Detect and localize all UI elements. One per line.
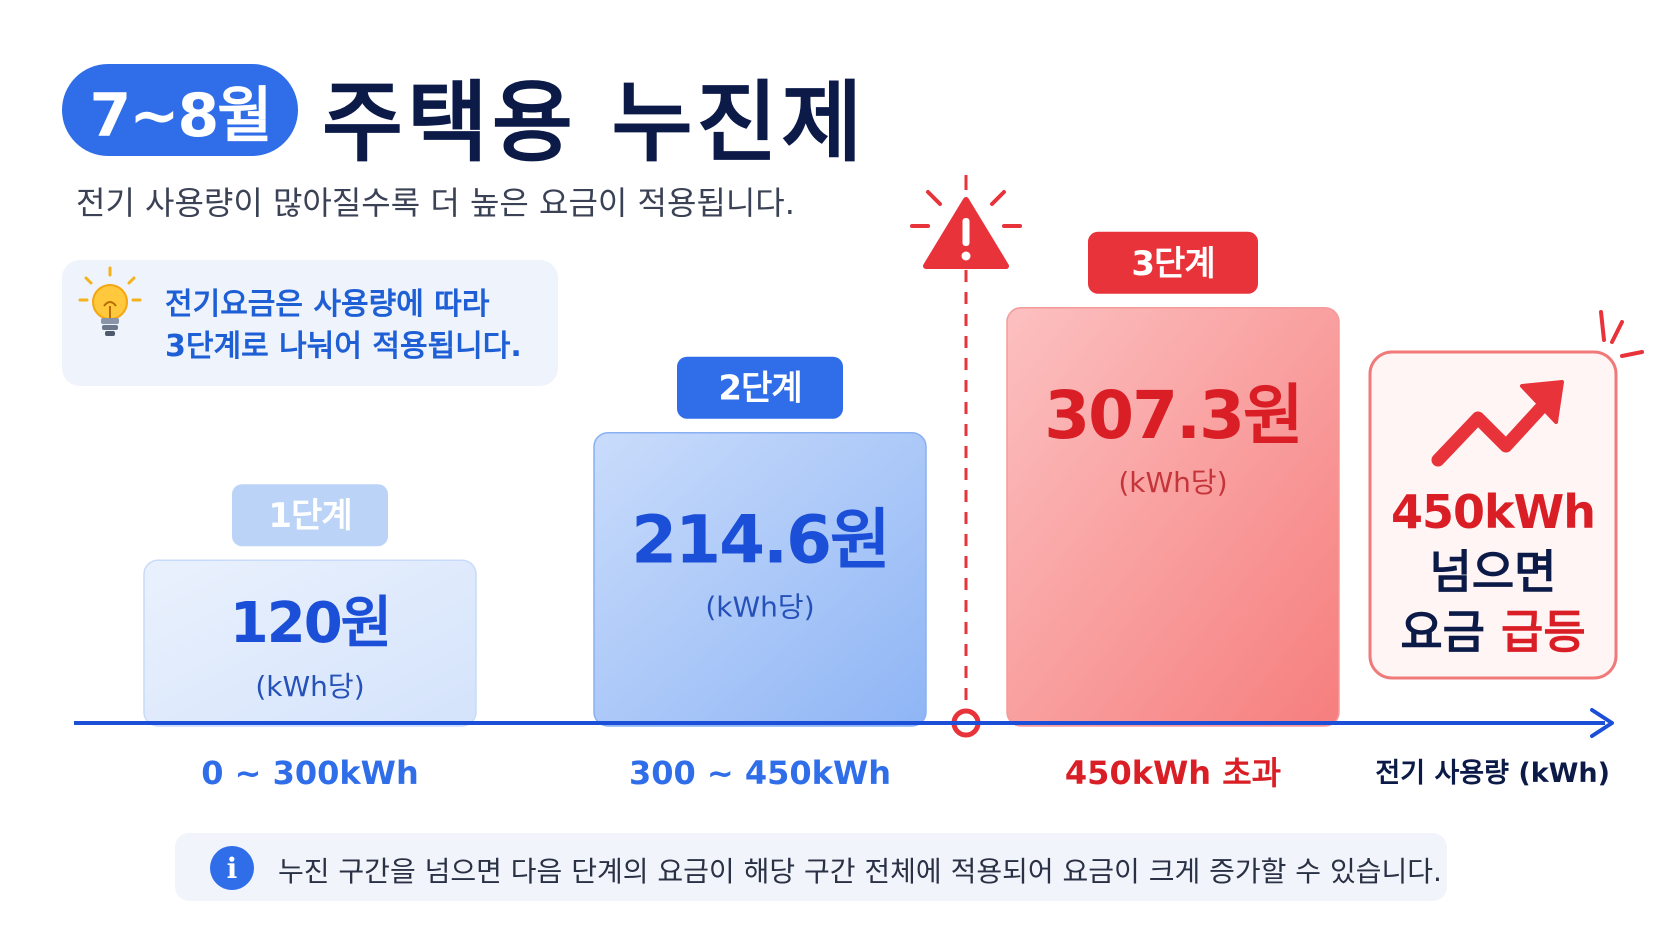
x-tick-label-1: 0 ~ 300kWh — [201, 754, 419, 792]
callout-ray-2 — [1610, 320, 1624, 344]
page-subtitle: 전기 사용량이 많아질수록 더 높은 요금이 적용됩니다. — [76, 184, 795, 222]
bars-layer: 1단계 120원 (kWh당) 2단계 214.6원 (kWh당) 3단계 307.3원 (kW… — [143, 231, 1340, 727]
axis-layer: 0 ~ 300kWh 300 ~ 450kWh 450kWh 초과 전기 사용량 (k… — [74, 708, 1614, 792]
trend-up-icon — [1431, 391, 1557, 467]
callout-line-3-prefix: 요금 — [1400, 605, 1501, 659]
tip-text: 전기요금은 사용량에 따라 3단계로 나눠어 적용됩니다. — [165, 284, 522, 368]
period-label: 7~8월 — [89, 80, 273, 151]
tier-badge-1 — [232, 484, 388, 547]
callout-line-3: 요금 급등 — [1400, 605, 1585, 659]
tier-badge-3 — [1088, 231, 1258, 294]
threshold-layer — [910, 175, 1022, 738]
tier-label-3: 3단계 — [1131, 244, 1214, 284]
x-tick-label-3: 450kWh 초과 — [1065, 754, 1281, 792]
tip-line-1: 전기요금은 사용량에 따라 — [165, 287, 490, 322]
callout-ray-3 — [1620, 350, 1644, 358]
tier-label-1: 1단계 — [268, 496, 351, 536]
trend-up-arrowhead — [1520, 380, 1564, 424]
bar-tier-1 — [143, 559, 477, 727]
x-axis-arrow — [1590, 708, 1614, 738]
note-box — [175, 833, 1447, 901]
callout-line-3-highlight: 급등 — [1501, 605, 1586, 659]
tier-label-2: 2단계 — [718, 369, 801, 409]
x-tick-label-2: 300 ~ 450kWh — [629, 754, 891, 792]
unit-label-1: (kWh당) — [255, 670, 364, 703]
tip-box — [62, 260, 558, 386]
lightbulb-icon — [78, 266, 142, 336]
unit-label-2: (kWh당) — [705, 591, 814, 624]
callout-line-2: 넘으면 — [1430, 545, 1557, 599]
info-icon: i — [210, 846, 254, 890]
bar-tier-3 — [1006, 307, 1340, 727]
callout-box — [1368, 350, 1618, 680]
callout-line-1: 450kWh — [1391, 485, 1595, 539]
warning-icon — [910, 190, 1022, 269]
warning-ray-1 — [926, 190, 942, 206]
value-label-2: 214.6원 — [631, 502, 888, 579]
warning-dot — [961, 251, 971, 261]
bar-tier-2 — [593, 431, 927, 727]
warning-bang — [962, 218, 970, 246]
x-axis-title: 전기 사용량 (kWh) — [1375, 758, 1610, 789]
value-label-1: 120원 — [230, 591, 390, 656]
tip-line-2: 3단계로 나눠어 적용됩니다. — [165, 329, 522, 364]
callout-ray-1 — [1599, 310, 1606, 342]
tier-badge-2 — [677, 356, 843, 419]
page-title: 주택용 누진제 — [322, 71, 867, 174]
unit-label-3: (kWh당) — [1118, 466, 1227, 499]
period-badge: 7~8월 — [62, 64, 298, 156]
note-text: 누진 구간을 넘으면 다음 단계의 요금이 해당 구간 전체에 적용되어 요금이… — [278, 855, 1442, 888]
value-label-3: 307.3원 — [1044, 377, 1301, 454]
warning-ray-2 — [990, 190, 1006, 206]
